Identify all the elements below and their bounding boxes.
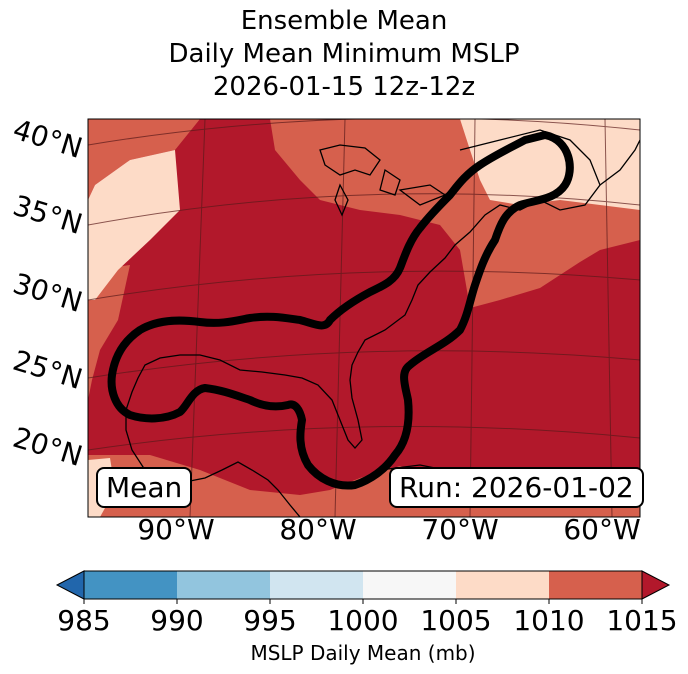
map-frame <box>87 118 641 518</box>
pressure-fill-1005-1010-canada <box>460 119 640 210</box>
colorbar-tick-label: 1015 <box>606 604 678 637</box>
colorbar-tick-label: 1005 <box>420 604 492 637</box>
colorbar-tick-label: 1010 <box>513 604 585 637</box>
longitude-label-60w: 60°W <box>563 513 641 546</box>
colorbar-bins <box>84 571 642 599</box>
longitude-label-70w: 70°W <box>421 513 499 546</box>
colorbar-bin-1000-1005 <box>363 571 456 599</box>
colorbar-bin-990-995 <box>177 571 270 599</box>
longitude-label-90w: 90°W <box>137 513 215 546</box>
colorbar-over-arrow <box>641 570 671 600</box>
colorbar-label: MSLP Daily Mean (mb) <box>250 641 476 665</box>
ensemble-contour-line <box>107 131 574 490</box>
colorbar-bin-985-990 <box>84 571 177 599</box>
colorbar-bin-1010-1015 <box>549 571 642 599</box>
colorbar-bin-995-1000 <box>270 571 363 599</box>
colorbar-tick-label: 985 <box>57 604 111 637</box>
colorbar-tick-marks <box>83 599 643 604</box>
colorbar-under-arrow <box>55 570 85 600</box>
title-line-2: Daily Mean Minimum MSLP <box>168 39 520 69</box>
pressure-fill-1005-1010-northwest <box>88 150 180 300</box>
colorbar-tick-label: 995 <box>243 604 297 637</box>
longitude-label-80w: 80°W <box>279 513 357 546</box>
title-line-3: 2026-01-15 12z-12z <box>212 72 476 102</box>
colorbar-tick-label: 990 <box>150 604 204 637</box>
map-area <box>88 119 640 517</box>
graticule <box>88 119 640 517</box>
title-line-1: Ensemble Mean <box>240 6 448 36</box>
run-date-box: Run: 2026-01-02 <box>389 467 644 508</box>
colorbar-bin-1005-1010 <box>456 571 549 599</box>
colorbar <box>55 570 671 604</box>
pressure-fill-1010-1015-west <box>88 119 200 200</box>
mean-label-box: Mean <box>96 467 193 508</box>
colorbar-tick-label: 1000 <box>327 604 399 637</box>
